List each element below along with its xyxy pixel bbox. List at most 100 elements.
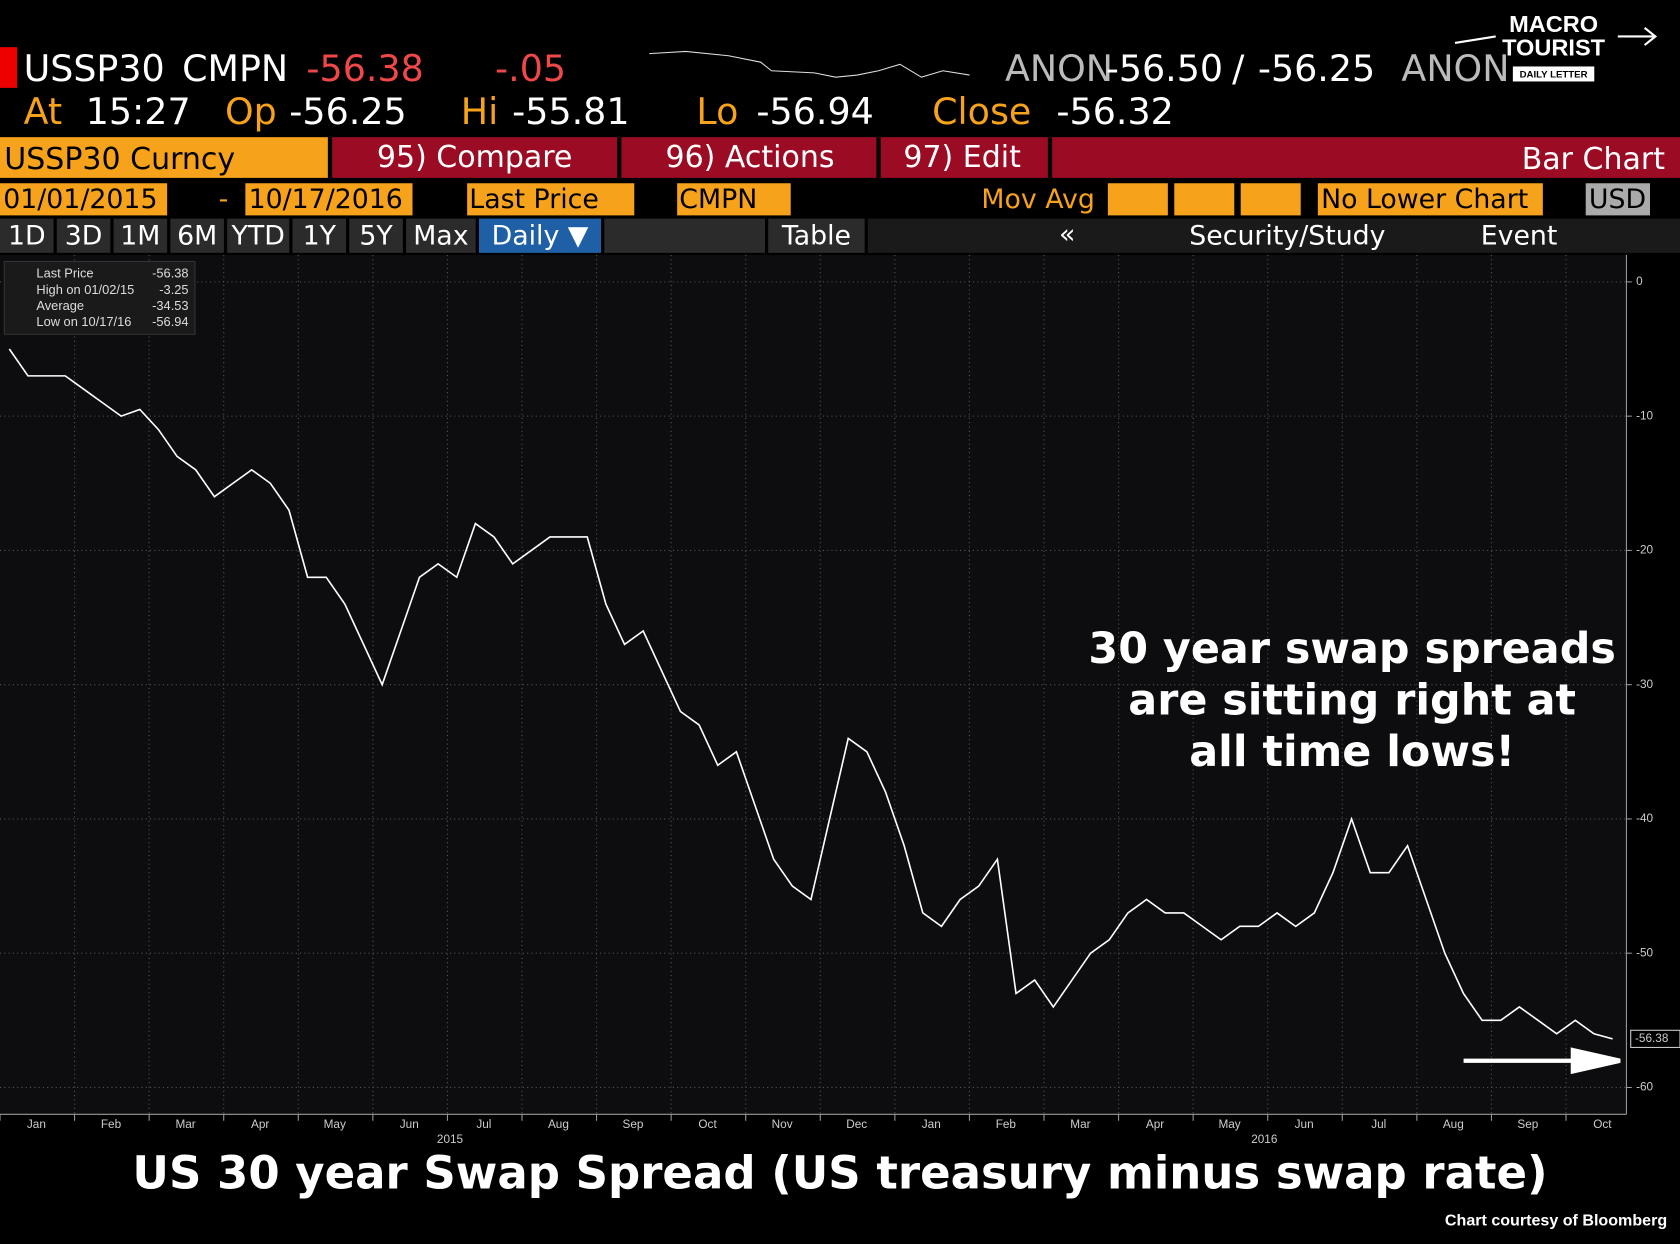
compare-button[interactable] [332, 137, 618, 178]
x-tick-label: Jan [27, 1118, 46, 1131]
period-button[interactable] [170, 218, 224, 253]
period: 5Y [359, 220, 393, 251]
chart: 0 -10 -20 -30 -40 -50 -60 Jan Feb Mar Apr May Jun Jul… [0, 255, 1680, 1230]
logo-line: DAILY LETTER [1520, 70, 1588, 81]
logo-line: MACRO [1509, 11, 1598, 37]
logo: MACRO TOURIST DAILY LETTER [1454, 11, 1658, 82]
lower-select[interactable] [1317, 183, 1543, 216]
security-box[interactable] [0, 137, 328, 178]
collapse: « [1059, 219, 1075, 250]
period: YTD [231, 220, 285, 251]
x-tick-label: Sep [1517, 1118, 1538, 1131]
lo-label: Lo [696, 90, 738, 133]
x-tick-label: Jun [400, 1118, 419, 1131]
legend-name: Low on 10/17/16 [36, 314, 131, 329]
currency: USD [1589, 184, 1646, 215]
legend-name: Average [36, 298, 84, 313]
legend-value: -34.53 [152, 298, 188, 313]
credit: Chart courtesy of Bloomberg [1445, 1212, 1667, 1230]
table: Table [781, 220, 851, 251]
x-tick-label: Apr [1146, 1118, 1164, 1131]
chart-kind-box [1052, 137, 1680, 178]
pricing-input[interactable] [677, 183, 791, 216]
ticker: USSP30 [24, 47, 165, 90]
op-label: Op [225, 90, 277, 133]
ma-input[interactable] [1240, 183, 1301, 216]
compare: 95) Compare [377, 140, 573, 175]
period-button[interactable] [113, 218, 168, 253]
dash: - [219, 184, 229, 215]
period-button[interactable] [227, 218, 290, 253]
study[interactable]: Security/Study [1189, 220, 1385, 251]
header: USSP30 CMPN -56.38 -.05 ANON -56.50 / -5… [24, 47, 1510, 133]
x-tick-label: Mar [175, 1118, 195, 1131]
end-input[interactable] [245, 183, 413, 216]
legend-value: -56.38 [152, 266, 188, 281]
year-label: 2016 [1251, 1133, 1278, 1146]
logo-line: TOURIST [1502, 35, 1606, 61]
legend-value: -56.94 [152, 314, 188, 329]
period: 1M [120, 220, 160, 251]
legend-name: High on 01/02/15 [36, 282, 134, 297]
x-tick-label: Apr [251, 1118, 269, 1131]
actions-button[interactable] [621, 137, 877, 178]
ask: -56.25 [1258, 47, 1375, 90]
annotation: are sitting right at [1128, 675, 1576, 725]
security: USSP30 Curncy [4, 142, 235, 177]
x-tick-label: Jul [476, 1118, 491, 1131]
time: 15:27 [86, 90, 191, 133]
currency-select[interactable] [1585, 183, 1650, 216]
event[interactable]: Event [1481, 220, 1558, 251]
end: 10/17/2016 [249, 184, 403, 215]
edit: 97) Edit [903, 140, 1021, 175]
frequency-button[interactable] [478, 218, 602, 253]
y-tick-label: -50 [1636, 946, 1653, 959]
field-select[interactable] [467, 183, 635, 216]
period-button[interactable] [349, 218, 403, 253]
y-tick-label: -60 [1636, 1081, 1653, 1094]
annotation: all time lows! [1189, 727, 1515, 777]
x-tick-label: Sep [623, 1118, 644, 1131]
ask-source: ANON [1401, 47, 1509, 90]
ma-input[interactable] [1107, 183, 1168, 216]
ma-input[interactable] [1174, 183, 1235, 216]
toolbar: USSP30 Curncy 95) Compare 96) Actions 97… [0, 137, 1680, 178]
edit-button[interactable] [880, 137, 1048, 178]
settings-row: 01/01/2015 - 10/17/2016 Last Price CMPN … [0, 183, 1650, 216]
close-label: Close [932, 90, 1031, 133]
source: CMPN [182, 47, 288, 90]
period-button[interactable] [292, 218, 347, 253]
period-button[interactable] [406, 218, 476, 253]
pricing: CMPN [679, 184, 757, 215]
tool-buttons[interactable] [604, 218, 765, 253]
period: 1Y [303, 220, 337, 251]
period-row: 1D 3D 1M 6M YTD 1Y 5Y Max Daily ▼ Table « Security/… [0, 218, 1680, 272]
open: -56.25 [289, 90, 406, 133]
x-tick-label: Dec [846, 1118, 867, 1131]
bid-source: ANON [1005, 47, 1113, 90]
start-input[interactable] [0, 183, 168, 216]
table-button[interactable] [768, 218, 865, 253]
low: -56.94 [756, 90, 873, 133]
logo-banner [1512, 66, 1595, 82]
y-tick-label: -20 [1636, 544, 1653, 557]
x-tick-label: Aug [548, 1118, 569, 1131]
year-label: 2015 [437, 1133, 464, 1146]
x-tick-label: Feb [101, 1118, 122, 1131]
annotation: 30 year swap spreads [1088, 624, 1616, 674]
period: Max [413, 220, 468, 251]
period-button[interactable] [56, 218, 111, 253]
frequency: Daily ▼ [492, 220, 589, 251]
period-button[interactable] [0, 218, 54, 253]
at-label: At [24, 90, 63, 133]
last: -56.38 [306, 47, 423, 90]
last-price-label: -56.38 [1635, 1032, 1669, 1045]
start: 01/01/2015 [3, 184, 157, 215]
x-tick-label: Oct [1593, 1118, 1612, 1131]
x-tick-label: Mar [1070, 1118, 1090, 1131]
logo-arrow [1454, 27, 1658, 46]
separator: / [1232, 47, 1245, 90]
mov-avg: Mov Avg [981, 184, 1094, 215]
change: -.05 [495, 47, 566, 90]
